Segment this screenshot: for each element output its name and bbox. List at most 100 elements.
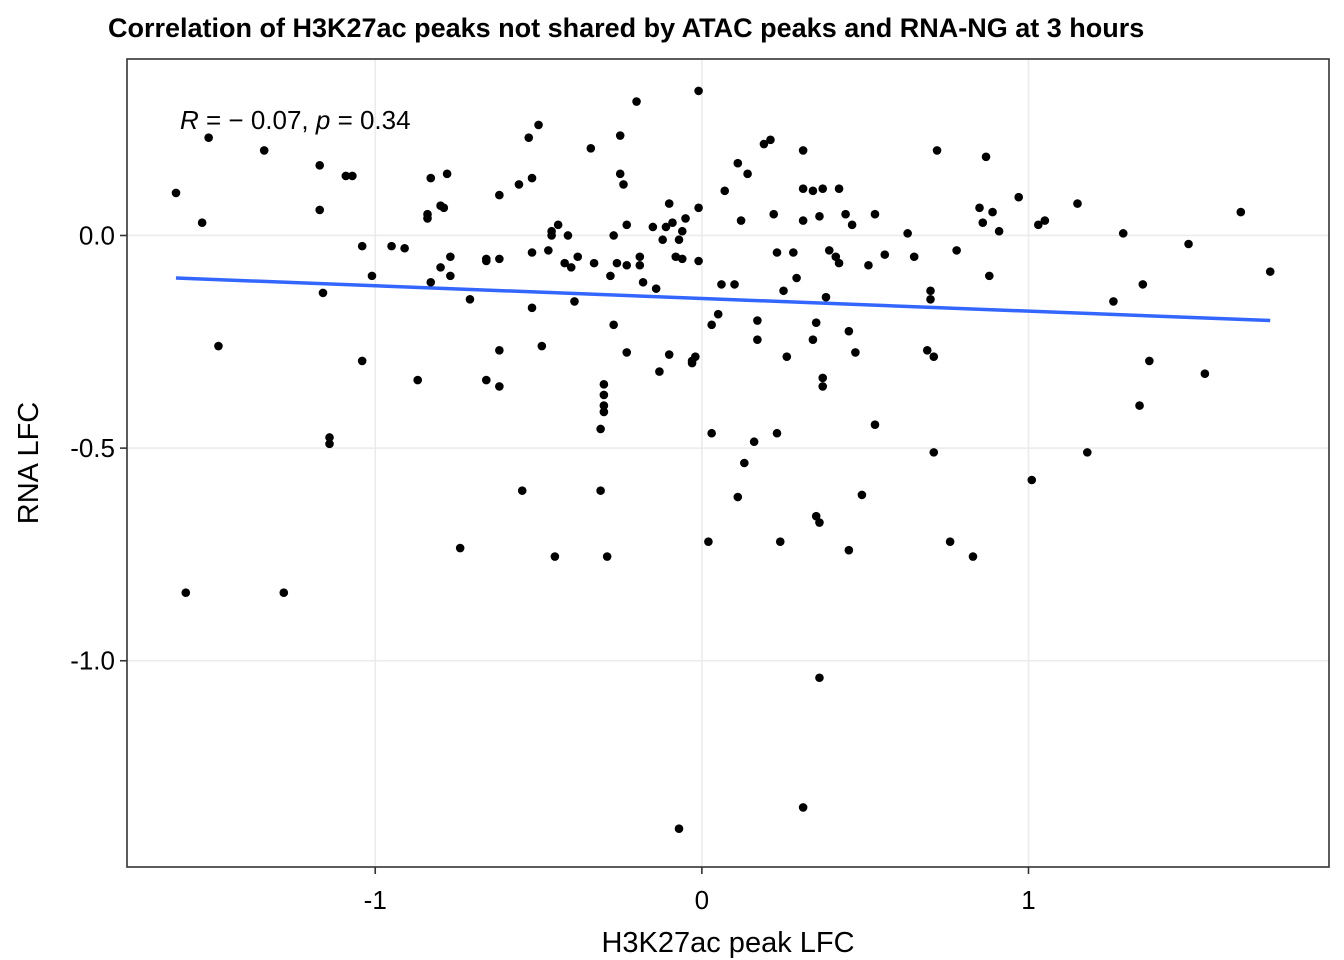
data-point: [922, 346, 932, 355]
data-point: [315, 205, 325, 215]
data-point: [926, 294, 935, 304]
data-point: [436, 263, 445, 272]
data-point: [1138, 280, 1148, 289]
data-point: [815, 673, 824, 683]
data-point: [560, 258, 569, 268]
data-point: [909, 252, 919, 262]
data-point: [612, 258, 622, 268]
data-point: [527, 303, 537, 313]
data-point: [341, 171, 351, 181]
data-point: [851, 348, 860, 357]
data-point: [495, 190, 504, 200]
data-point: [978, 218, 988, 228]
data-point: [661, 222, 671, 232]
data-point: [864, 260, 873, 270]
data-point: [926, 286, 935, 296]
x-axis-ticks: -1 0 1: [364, 867, 1036, 915]
data-point: [315, 161, 325, 170]
y-axis-ticks: 0.0 -0.5 -1.0: [70, 220, 127, 676]
data-point: [769, 209, 779, 219]
data-point: [681, 214, 690, 223]
data-point: [841, 209, 850, 219]
data-point: [566, 263, 576, 272]
data-point: [439, 203, 449, 213]
data-point: [204, 133, 213, 142]
data-point: [481, 256, 491, 266]
data-point: [1184, 239, 1193, 249]
data-point: [325, 433, 334, 442]
x-tick-label: 0: [695, 885, 709, 915]
data-point: [740, 458, 749, 468]
data-point: [677, 226, 687, 236]
data-point: [638, 277, 648, 287]
data-point: [465, 294, 475, 304]
data-point: [929, 448, 939, 457]
data-point: [214, 341, 223, 351]
data-point: [818, 373, 828, 383]
data-point: [808, 186, 818, 196]
data-point: [674, 235, 684, 245]
data-point: [717, 280, 726, 289]
data-point: [668, 218, 677, 228]
data-point: [880, 250, 890, 259]
data-point: [609, 231, 618, 240]
data-point: [720, 186, 730, 196]
data-point: [413, 375, 423, 385]
data-point: [945, 537, 955, 546]
data-point: [1109, 297, 1118, 306]
data-point: [599, 407, 609, 417]
data-point: [357, 356, 367, 366]
data-point: [446, 252, 455, 262]
x-tick-label: -1: [364, 885, 387, 915]
data-point: [495, 382, 504, 391]
data-point: [733, 158, 743, 168]
data-point: [1040, 216, 1050, 225]
data-point: [844, 326, 854, 336]
data-point: [635, 260, 645, 270]
data-point: [651, 284, 661, 293]
data-point: [733, 492, 743, 502]
y-tick-label: 0.0: [79, 220, 115, 250]
data-point: [792, 273, 801, 283]
plot-panel-border: [126, 58, 1330, 868]
data-point: [772, 428, 782, 438]
data-point: [1236, 207, 1246, 217]
data-point: [325, 439, 334, 449]
data-point: [527, 173, 537, 183]
data-point: [929, 352, 939, 361]
data-point: [632, 97, 641, 106]
data-point: [586, 144, 596, 153]
data-point: [446, 271, 455, 281]
data-point: [952, 246, 961, 255]
data-point: [1033, 220, 1043, 230]
data-point: [811, 511, 821, 521]
data-point: [798, 216, 808, 225]
chart-title: Correlation of H3K27ac peaks not shared …: [108, 13, 1144, 43]
data-point: [589, 258, 599, 268]
data-point: [570, 297, 579, 306]
data-point: [400, 243, 409, 253]
data-point: [599, 401, 609, 410]
data-point: [664, 350, 674, 359]
data-point: [615, 169, 625, 179]
data-point: [870, 420, 880, 430]
data-point: [279, 588, 289, 598]
data-point: [1145, 356, 1154, 366]
data-point: [985, 271, 994, 281]
data-point: [847, 220, 857, 230]
data-point: [713, 309, 723, 319]
data-point: [619, 180, 628, 189]
data-point: [481, 375, 491, 385]
data-point: [622, 260, 632, 270]
data-point: [753, 316, 762, 325]
data-point: [599, 390, 609, 400]
data-point: [975, 203, 984, 213]
data-point: [197, 218, 207, 228]
data-point: [691, 352, 700, 361]
data-point: [759, 139, 769, 149]
data-point: [426, 173, 436, 183]
data-point: [677, 254, 687, 264]
data-point: [606, 271, 615, 281]
data-point: [749, 437, 759, 447]
